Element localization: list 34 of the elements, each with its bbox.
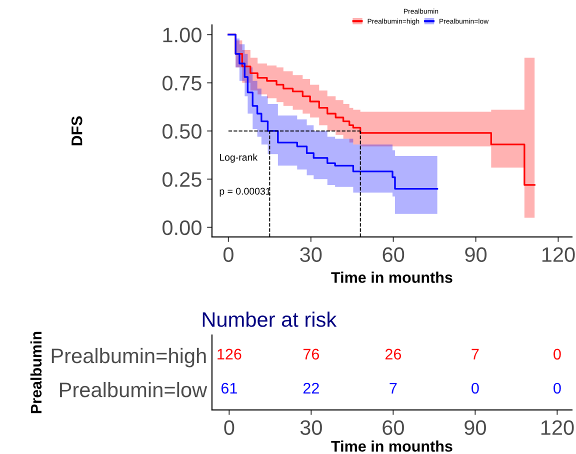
data-label: 126 — [218, 348, 242, 360]
x-tick-label: 90 — [464, 420, 486, 435]
y-tick-label: 0.75 — [162, 76, 202, 91]
x-tick-label: 60 — [382, 420, 404, 435]
annotation: Log-rank — [220, 154, 258, 163]
x-tick-label: 120 — [542, 247, 575, 262]
annotation: p = 0.00031 — [220, 188, 270, 197]
data-label: 76 — [303, 348, 320, 360]
y-tick-label: 0.00 — [162, 220, 202, 236]
y-tick-label: 0.50 — [162, 124, 202, 139]
x-tick-label: 120 — [541, 420, 574, 435]
data-label: 0 — [554, 348, 561, 360]
y-tick-label: 1.00 — [163, 28, 202, 42]
x-axis-title: Time in mounths — [331, 440, 452, 452]
x-tick-label: 30 — [300, 420, 322, 435]
x-tick-label: 90 — [465, 247, 487, 262]
data-label: 0 — [554, 382, 561, 394]
x-axis-title: Time in mounths — [331, 272, 452, 283]
y-tick-label: Prealbumin=high — [52, 348, 206, 368]
data-label: 22 — [303, 382, 319, 394]
x-tick-label: 30 — [300, 247, 322, 262]
chart-title: Number at risk — [202, 312, 337, 327]
data-label: 7 — [390, 382, 397, 394]
y-tick-label: 0.25 — [162, 172, 202, 187]
y-axis-title: DFS — [71, 116, 82, 146]
data-label: 26 — [385, 348, 402, 360]
y-tick-label: Prealbumin=low — [60, 382, 208, 398]
data-label: 0 — [472, 382, 479, 394]
x-tick-label: 0 — [223, 247, 234, 262]
data-label: 7 — [472, 348, 479, 360]
x-tick-label: 0 — [224, 420, 234, 435]
y-axis-title: Prealbumin — [30, 332, 42, 414]
data-label: 61 — [221, 382, 237, 394]
x-tick-label: 60 — [382, 247, 404, 262]
